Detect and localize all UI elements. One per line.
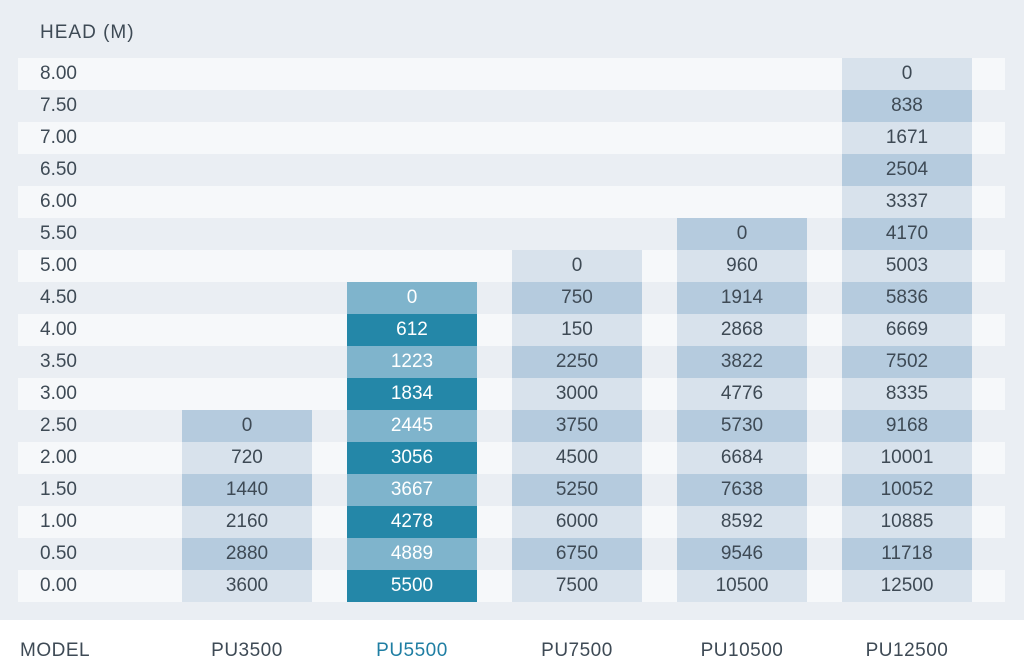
head-value: 2.50	[40, 415, 77, 436]
flow-cell: 10500	[677, 570, 807, 602]
model-name-pu3500[interactable]: PU3500	[211, 640, 283, 661]
flow-cell: 2868	[677, 314, 807, 346]
flow-cell: 7502	[842, 346, 972, 378]
table-row: 5.00	[18, 250, 1005, 282]
flow-cell: 6000	[512, 506, 642, 538]
head-value: 1.00	[40, 511, 77, 532]
flow-cell: 1671	[842, 122, 972, 154]
head-value: 1.50	[40, 479, 77, 500]
flow-cell: 2160	[182, 506, 312, 538]
flow-cell: 5250	[512, 474, 642, 506]
table-row: 6.00	[18, 186, 1005, 218]
table-row: 5.50	[18, 218, 1005, 250]
head-value: 6.00	[40, 191, 77, 212]
head-axis-label: HEAD (M)	[40, 22, 135, 43]
flow-cell: 6669	[842, 314, 972, 346]
flow-cell: 9546	[677, 538, 807, 570]
head-value: 3.50	[40, 351, 77, 372]
head-value: 5.50	[40, 223, 77, 244]
table-row: 6.50	[18, 154, 1005, 186]
flow-cell: 0	[347, 282, 477, 314]
flow-cell: 8592	[677, 506, 807, 538]
flow-cell: 2504	[842, 154, 972, 186]
flow-cell: 612	[347, 314, 477, 346]
flow-cell: 9168	[842, 410, 972, 442]
flow-cell: 750	[512, 282, 642, 314]
table-row: 7.00	[18, 122, 1005, 154]
table-row: 3.00	[18, 378, 1005, 410]
flow-cell: 3600	[182, 570, 312, 602]
flow-cell: 8335	[842, 378, 972, 410]
table-row: 8.00	[18, 58, 1005, 90]
flow-cell: 2445	[347, 410, 477, 442]
head-value: 6.50	[40, 159, 77, 180]
flow-cell: 3000	[512, 378, 642, 410]
flow-cell: 0	[677, 218, 807, 250]
flow-cell: 7500	[512, 570, 642, 602]
head-value: 5.00	[40, 255, 77, 276]
model-name-pu12500[interactable]: PU12500	[865, 640, 949, 661]
flow-cell: 5730	[677, 410, 807, 442]
flow-cell: 3337	[842, 186, 972, 218]
flow-cell: 10052	[842, 474, 972, 506]
flow-cell: 4889	[347, 538, 477, 570]
head-value: 0.50	[40, 543, 77, 564]
table-row: 3.50	[18, 346, 1005, 378]
head-value: 0.00	[40, 575, 77, 596]
table-row: 4.00	[18, 314, 1005, 346]
flow-cell: 5500	[347, 570, 477, 602]
flow-cell: 4278	[347, 506, 477, 538]
flow-cell: 1834	[347, 378, 477, 410]
flow-cell: 5836	[842, 282, 972, 314]
flow-cell: 2880	[182, 538, 312, 570]
flow-cell: 2250	[512, 346, 642, 378]
flow-cell: 3822	[677, 346, 807, 378]
flow-cell: 11718	[842, 538, 972, 570]
flow-cell: 838	[842, 90, 972, 122]
head-value: 7.00	[40, 127, 77, 148]
flow-cell: 960	[677, 250, 807, 282]
head-value: 8.00	[40, 63, 77, 84]
model-name-pu5500[interactable]: PU5500	[376, 640, 448, 661]
head-value: 2.00	[40, 447, 77, 468]
table-row: 7.50	[18, 90, 1005, 122]
model-axis-label: MODEL	[20, 640, 91, 661]
flow-cell: 4500	[512, 442, 642, 474]
flow-cell: 0	[182, 410, 312, 442]
flow-cell: 1914	[677, 282, 807, 314]
model-footer	[0, 620, 1024, 663]
flow-cell: 3667	[347, 474, 477, 506]
head-value: 7.50	[40, 95, 77, 116]
flow-cell: 4776	[677, 378, 807, 410]
flow-cell: 6684	[677, 442, 807, 474]
head-value: 4.50	[40, 287, 77, 308]
flow-cell: 1223	[347, 346, 477, 378]
head-value: 4.00	[40, 319, 77, 340]
flow-cell: 10001	[842, 442, 972, 474]
head-value: 3.00	[40, 383, 77, 404]
flow-cell: 720	[182, 442, 312, 474]
flow-cell: 3750	[512, 410, 642, 442]
flow-cell: 12500	[842, 570, 972, 602]
flow-cell: 7638	[677, 474, 807, 506]
model-name-pu10500[interactable]: PU10500	[700, 640, 784, 661]
table-row: 4.50	[18, 282, 1005, 314]
flow-cell: 3056	[347, 442, 477, 474]
flow-cell: 0	[842, 58, 972, 90]
flow-cell: 1440	[182, 474, 312, 506]
flow-cell: 6750	[512, 538, 642, 570]
flow-cell: 0	[512, 250, 642, 282]
model-name-pu7500[interactable]: PU7500	[541, 640, 613, 661]
flow-cell: 150	[512, 314, 642, 346]
flow-cell: 5003	[842, 250, 972, 282]
flow-cell: 4170	[842, 218, 972, 250]
flow-cell: 10885	[842, 506, 972, 538]
